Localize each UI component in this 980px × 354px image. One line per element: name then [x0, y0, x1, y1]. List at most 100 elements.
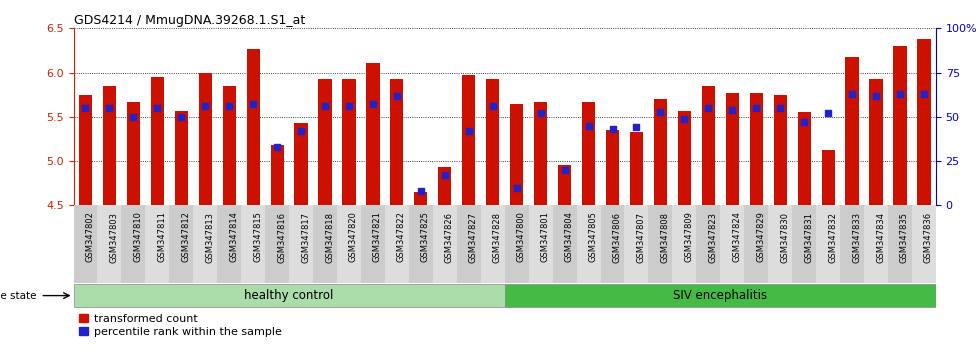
Point [653, 109, 668, 114]
Text: GSM347813: GSM347813 [205, 212, 215, 263]
Bar [816, 205, 840, 283]
Text: GSM347811: GSM347811 [158, 212, 167, 262]
Legend: transformed count, percentile rank within the sample: transformed count, percentile rank withi… [79, 314, 281, 337]
Point [413, 188, 428, 194]
Point [916, 91, 932, 97]
Bar [864, 205, 888, 283]
Bar [313, 205, 337, 283]
Bar [342, 79, 356, 205]
Bar [528, 205, 553, 283]
Point [749, 105, 764, 111]
Bar [702, 86, 714, 205]
Text: GSM347815: GSM347815 [253, 212, 263, 262]
Bar [294, 123, 308, 205]
Point [628, 125, 644, 130]
Bar [624, 205, 649, 283]
Point [892, 91, 907, 97]
Text: GSM347823: GSM347823 [709, 212, 717, 263]
Bar [415, 192, 427, 205]
Point [150, 105, 166, 111]
Bar [725, 93, 739, 205]
Text: GSM347820: GSM347820 [349, 212, 358, 262]
Bar [126, 102, 140, 205]
Bar [821, 150, 835, 205]
Bar [457, 205, 481, 283]
Bar [151, 77, 164, 205]
Point [437, 172, 453, 178]
Text: GSM347824: GSM347824 [732, 212, 741, 262]
Bar [367, 63, 379, 205]
Point [533, 110, 549, 116]
Point [245, 102, 261, 107]
Bar [266, 205, 289, 283]
Text: GDS4214 / MmugDNA.39268.1.S1_at: GDS4214 / MmugDNA.39268.1.S1_at [74, 14, 305, 27]
Text: GSM347804: GSM347804 [564, 212, 573, 262]
Bar [505, 285, 936, 307]
Bar [649, 205, 672, 283]
Text: SIV encephalitis: SIV encephalitis [673, 289, 767, 302]
Text: GSM347814: GSM347814 [229, 212, 238, 262]
Bar [463, 75, 475, 205]
Point [102, 105, 118, 111]
Bar [438, 167, 452, 205]
Bar [534, 102, 547, 205]
Bar [145, 205, 170, 283]
Bar [630, 132, 643, 205]
Bar [846, 57, 858, 205]
Point [293, 128, 309, 134]
Text: GSM347831: GSM347831 [805, 212, 813, 263]
Point [221, 103, 237, 109]
Bar [553, 205, 576, 283]
Bar [103, 86, 116, 205]
Bar [222, 86, 236, 205]
Bar [361, 205, 385, 283]
Point [676, 116, 692, 121]
Text: GSM347809: GSM347809 [684, 212, 694, 262]
Point [389, 93, 405, 98]
Point [485, 103, 501, 109]
Text: GSM347822: GSM347822 [397, 212, 406, 262]
Bar [576, 205, 601, 283]
Bar [869, 79, 883, 205]
Bar [241, 205, 266, 283]
Bar [218, 205, 241, 283]
Bar [744, 205, 768, 283]
Bar [170, 205, 193, 283]
Text: GSM347830: GSM347830 [780, 212, 789, 263]
Text: GSM347829: GSM347829 [757, 212, 765, 262]
Bar [720, 205, 744, 283]
Point [509, 185, 524, 190]
Point [125, 114, 141, 120]
Point [701, 105, 716, 111]
Text: GSM347812: GSM347812 [181, 212, 190, 262]
Bar [792, 205, 816, 283]
Text: GSM347816: GSM347816 [277, 212, 286, 263]
Bar [409, 205, 433, 283]
Bar [97, 205, 122, 283]
Point [270, 144, 285, 150]
Bar [78, 95, 92, 205]
Text: healthy control: healthy control [244, 289, 334, 302]
Bar [433, 205, 457, 283]
Point [173, 114, 189, 120]
Bar [505, 205, 528, 283]
Point [724, 107, 740, 113]
Text: GSM347826: GSM347826 [445, 212, 454, 263]
Bar [888, 205, 912, 283]
Bar [193, 205, 218, 283]
Text: disease state: disease state [0, 291, 37, 301]
Bar [582, 102, 595, 205]
Bar [199, 73, 212, 205]
Text: GSM347827: GSM347827 [468, 212, 478, 263]
Bar [270, 145, 283, 205]
Bar [510, 103, 523, 205]
Text: GSM347803: GSM347803 [110, 212, 119, 263]
Text: GSM347817: GSM347817 [301, 212, 310, 263]
Point [366, 102, 381, 107]
Bar [174, 110, 188, 205]
Text: GSM347802: GSM347802 [85, 212, 94, 262]
Point [772, 105, 788, 111]
Bar [318, 79, 331, 205]
Point [341, 103, 357, 109]
Bar [481, 205, 505, 283]
